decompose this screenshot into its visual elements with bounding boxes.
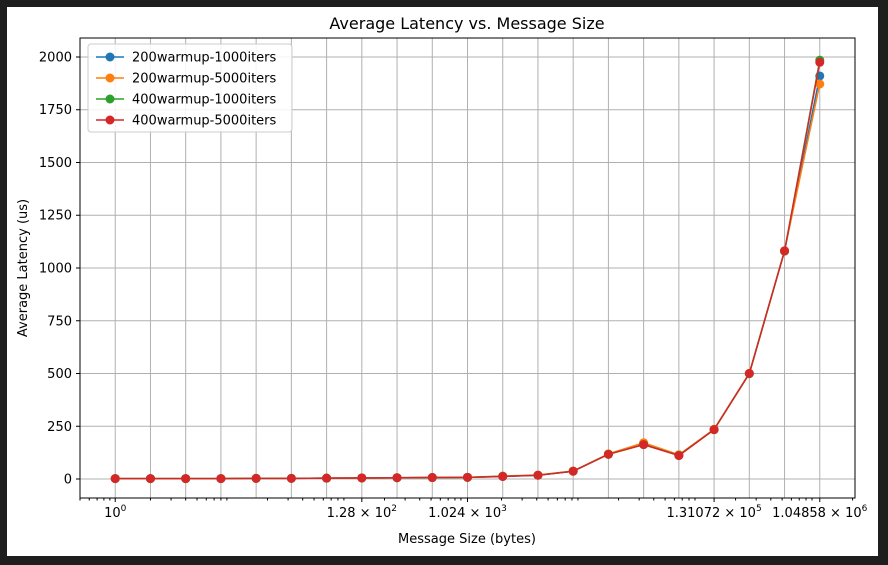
x-tick-label: 1.31072 × 105 bbox=[666, 504, 761, 521]
data-point bbox=[145, 474, 155, 484]
data-point bbox=[815, 79, 825, 89]
data-point bbox=[286, 473, 296, 483]
legend-marker bbox=[105, 94, 115, 104]
data-point bbox=[815, 57, 825, 67]
y-axis-ticks: 0 250 500 750 1000 1250 1500 1750 2000 bbox=[39, 50, 80, 488]
chart-title: Average Latency vs. Message Size bbox=[329, 14, 604, 33]
data-point bbox=[568, 466, 578, 476]
data-point bbox=[216, 474, 226, 484]
x-axis-label: Message Size (bytes) bbox=[398, 532, 536, 547]
data-point bbox=[674, 451, 684, 461]
data-point bbox=[498, 471, 508, 481]
x-tick-label: 100 bbox=[104, 504, 127, 521]
data-point bbox=[709, 425, 719, 435]
data-point bbox=[357, 473, 367, 483]
legend-marker bbox=[105, 73, 115, 83]
y-tick-label: 0 bbox=[64, 473, 72, 488]
y-tick-label: 1750 bbox=[39, 103, 72, 118]
y-tick-label: 250 bbox=[47, 420, 72, 435]
data-point bbox=[463, 472, 472, 482]
legend-marker bbox=[105, 115, 115, 125]
legend-box bbox=[87, 43, 293, 133]
data-point bbox=[251, 473, 261, 483]
chart-figure: Average Latency vs. Message Size 0 250 500… bbox=[7, 7, 878, 556]
legend-marker bbox=[105, 52, 115, 62]
x-tick-label: 1.28 × 102 bbox=[327, 504, 397, 521]
data-point bbox=[110, 474, 120, 484]
data-point bbox=[744, 369, 754, 379]
x-tick-label: 1.024 × 103 bbox=[428, 504, 507, 521]
legend-label: 200warmup-5000iters bbox=[132, 72, 277, 87]
line-chart: Average Latency vs. Message Size 0 250 500… bbox=[16, 14, 868, 547]
data-point bbox=[603, 449, 613, 459]
x-tick-label: 1.04858 × 106 bbox=[772, 504, 867, 521]
data-point bbox=[322, 473, 332, 483]
x-axis-ticks: 100 1.28 × 102 1.024 × 103 1.31072 × 105 1.0… bbox=[79, 498, 868, 521]
legend-label: 200warmup-1000iters bbox=[132, 51, 277, 66]
data-point bbox=[780, 246, 790, 256]
plot-frame bbox=[79, 37, 856, 499]
legend-label: 400warmup-1000iters bbox=[132, 93, 277, 108]
y-tick-label: 1500 bbox=[39, 156, 72, 171]
series-4 bbox=[110, 57, 825, 484]
y-axis-label: Average Latency (us) bbox=[16, 199, 31, 337]
legend: 200warmup-1000iters 200warmup-5000iters 40… bbox=[87, 43, 293, 133]
legend-label: 400warmup-5000iters bbox=[132, 114, 277, 129]
y-tick-label: 2000 bbox=[39, 50, 72, 65]
y-tick-label: 1250 bbox=[39, 209, 72, 224]
data-point bbox=[181, 474, 191, 484]
y-tick-label: 750 bbox=[47, 314, 72, 329]
data-point bbox=[639, 440, 649, 450]
data-point bbox=[392, 473, 402, 483]
data-point bbox=[427, 473, 437, 483]
y-tick-label: 500 bbox=[47, 367, 72, 382]
series-lines bbox=[110, 55, 825, 484]
data-point bbox=[533, 470, 543, 480]
y-tick-label: 1000 bbox=[39, 262, 72, 277]
